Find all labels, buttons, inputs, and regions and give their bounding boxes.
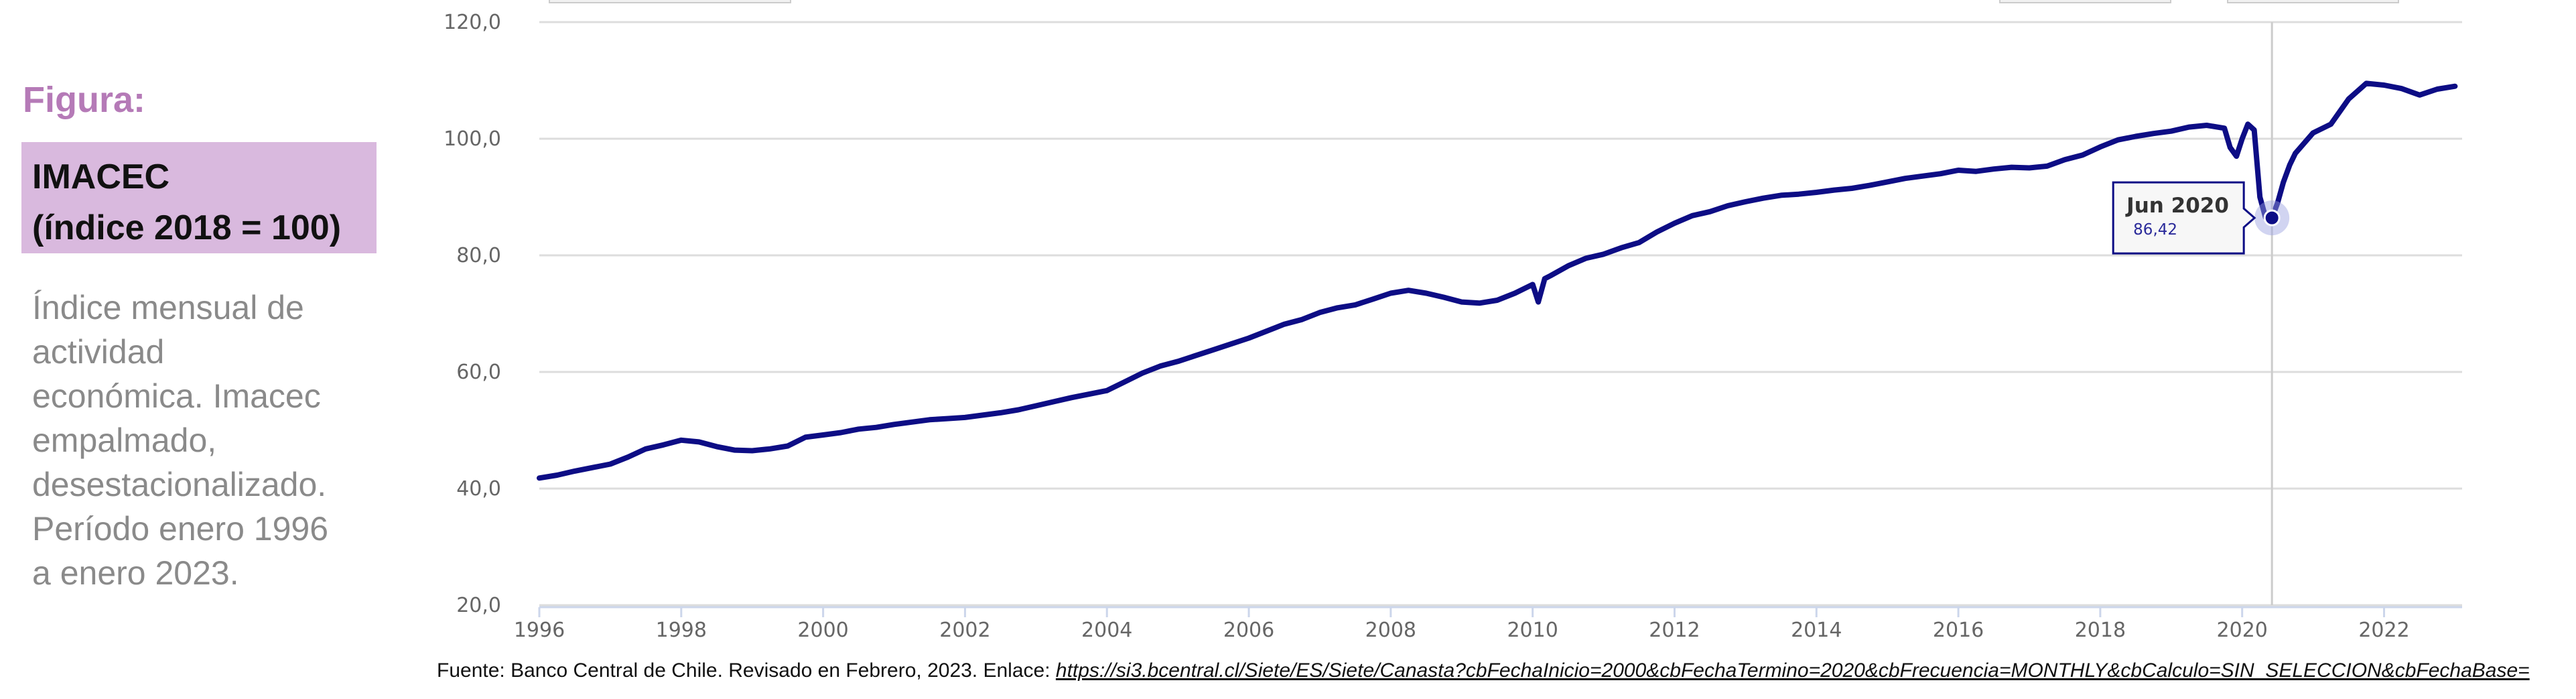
tooltip-date: Jun 2020 bbox=[2125, 194, 2229, 218]
source-link[interactable]: https://si3.bcentral.cl/Siete/ES/Siete/C… bbox=[1055, 659, 2530, 682]
tooltip-value: 86,42 bbox=[2133, 221, 2177, 239]
y-tick-label: 80,0 bbox=[456, 244, 501, 267]
imacec-line-chart: 20,0 40,0 60,0 80,0 100,0 120,0 1996 1998 2000 20… bbox=[444, 0, 2462, 642]
chart-title-line-2: (índice 2018 = 100) bbox=[32, 208, 342, 247]
y-tick-label: 40,0 bbox=[456, 477, 501, 501]
y-tick-label: 100,0 bbox=[444, 127, 501, 151]
x-tick-label: 2004 bbox=[1081, 619, 1132, 642]
description-line: empalmado, bbox=[32, 422, 217, 459]
x-tick-label: 2000 bbox=[797, 619, 848, 642]
x-tick-label: 2008 bbox=[1365, 619, 1416, 642]
chart-title-line-1: IMACEC bbox=[32, 157, 170, 196]
tooltip-box bbox=[2112, 181, 2256, 255]
x-tick-label: 2014 bbox=[1791, 619, 1842, 642]
source-prefix: Fuente: Banco Central de Chile. Revisado… bbox=[437, 659, 1056, 682]
y-tick-label: 20,0 bbox=[456, 594, 501, 617]
chart-title-box: IMACEC (índice 2018 = 100) bbox=[21, 142, 377, 253]
x-tick-label: 2022 bbox=[2358, 619, 2409, 642]
x-tick-label: 1998 bbox=[656, 619, 707, 642]
x-tick-label: 1996 bbox=[514, 619, 565, 642]
axes: 20,0 40,0 60,0 80,0 100,0 120,0 1996 1998 2000 20… bbox=[444, 11, 2462, 642]
x-tick-label: 2016 bbox=[1933, 619, 1984, 642]
x-tick-label: 2006 bbox=[1223, 619, 1274, 642]
x-tick-label: 2012 bbox=[1649, 619, 1700, 642]
chart-description: Índice mensual de actividad económica. I… bbox=[32, 285, 381, 595]
range-selector-button[interactable] bbox=[549, 0, 791, 3]
x-tick-label: 2010 bbox=[1507, 619, 1558, 642]
description-line: actividad bbox=[32, 333, 165, 371]
description-line: a enero 2023. bbox=[32, 554, 239, 592]
y-tick-label: 60,0 bbox=[456, 361, 501, 384]
x-tick-label: 2020 bbox=[2217, 619, 2268, 642]
description-line: desestacionalizado. bbox=[32, 466, 327, 503]
description-line: Período enero 1996 bbox=[32, 510, 329, 548]
hover-point bbox=[2263, 209, 2281, 227]
imacec-series-line bbox=[537, 80, 2458, 481]
source-note: Fuente: Banco Central de Chile. Revisado… bbox=[437, 659, 2530, 682]
x-tick-label: 2002 bbox=[939, 619, 990, 642]
description-line: económica. Imacec bbox=[32, 377, 321, 415]
description-line: Índice mensual de bbox=[32, 289, 304, 326]
date-input-to[interactable] bbox=[2227, 0, 2399, 3]
series bbox=[537, 80, 2458, 481]
tooltip: Jun 2020 86,42 bbox=[2112, 22, 2290, 605]
date-input-from[interactable] bbox=[1999, 0, 2171, 3]
grid-lines bbox=[539, 21, 2462, 607]
x-tick-label: 2018 bbox=[2075, 619, 2126, 642]
figure-label: Figura: bbox=[23, 80, 145, 120]
y-tick-label: 120,0 bbox=[444, 11, 501, 34]
